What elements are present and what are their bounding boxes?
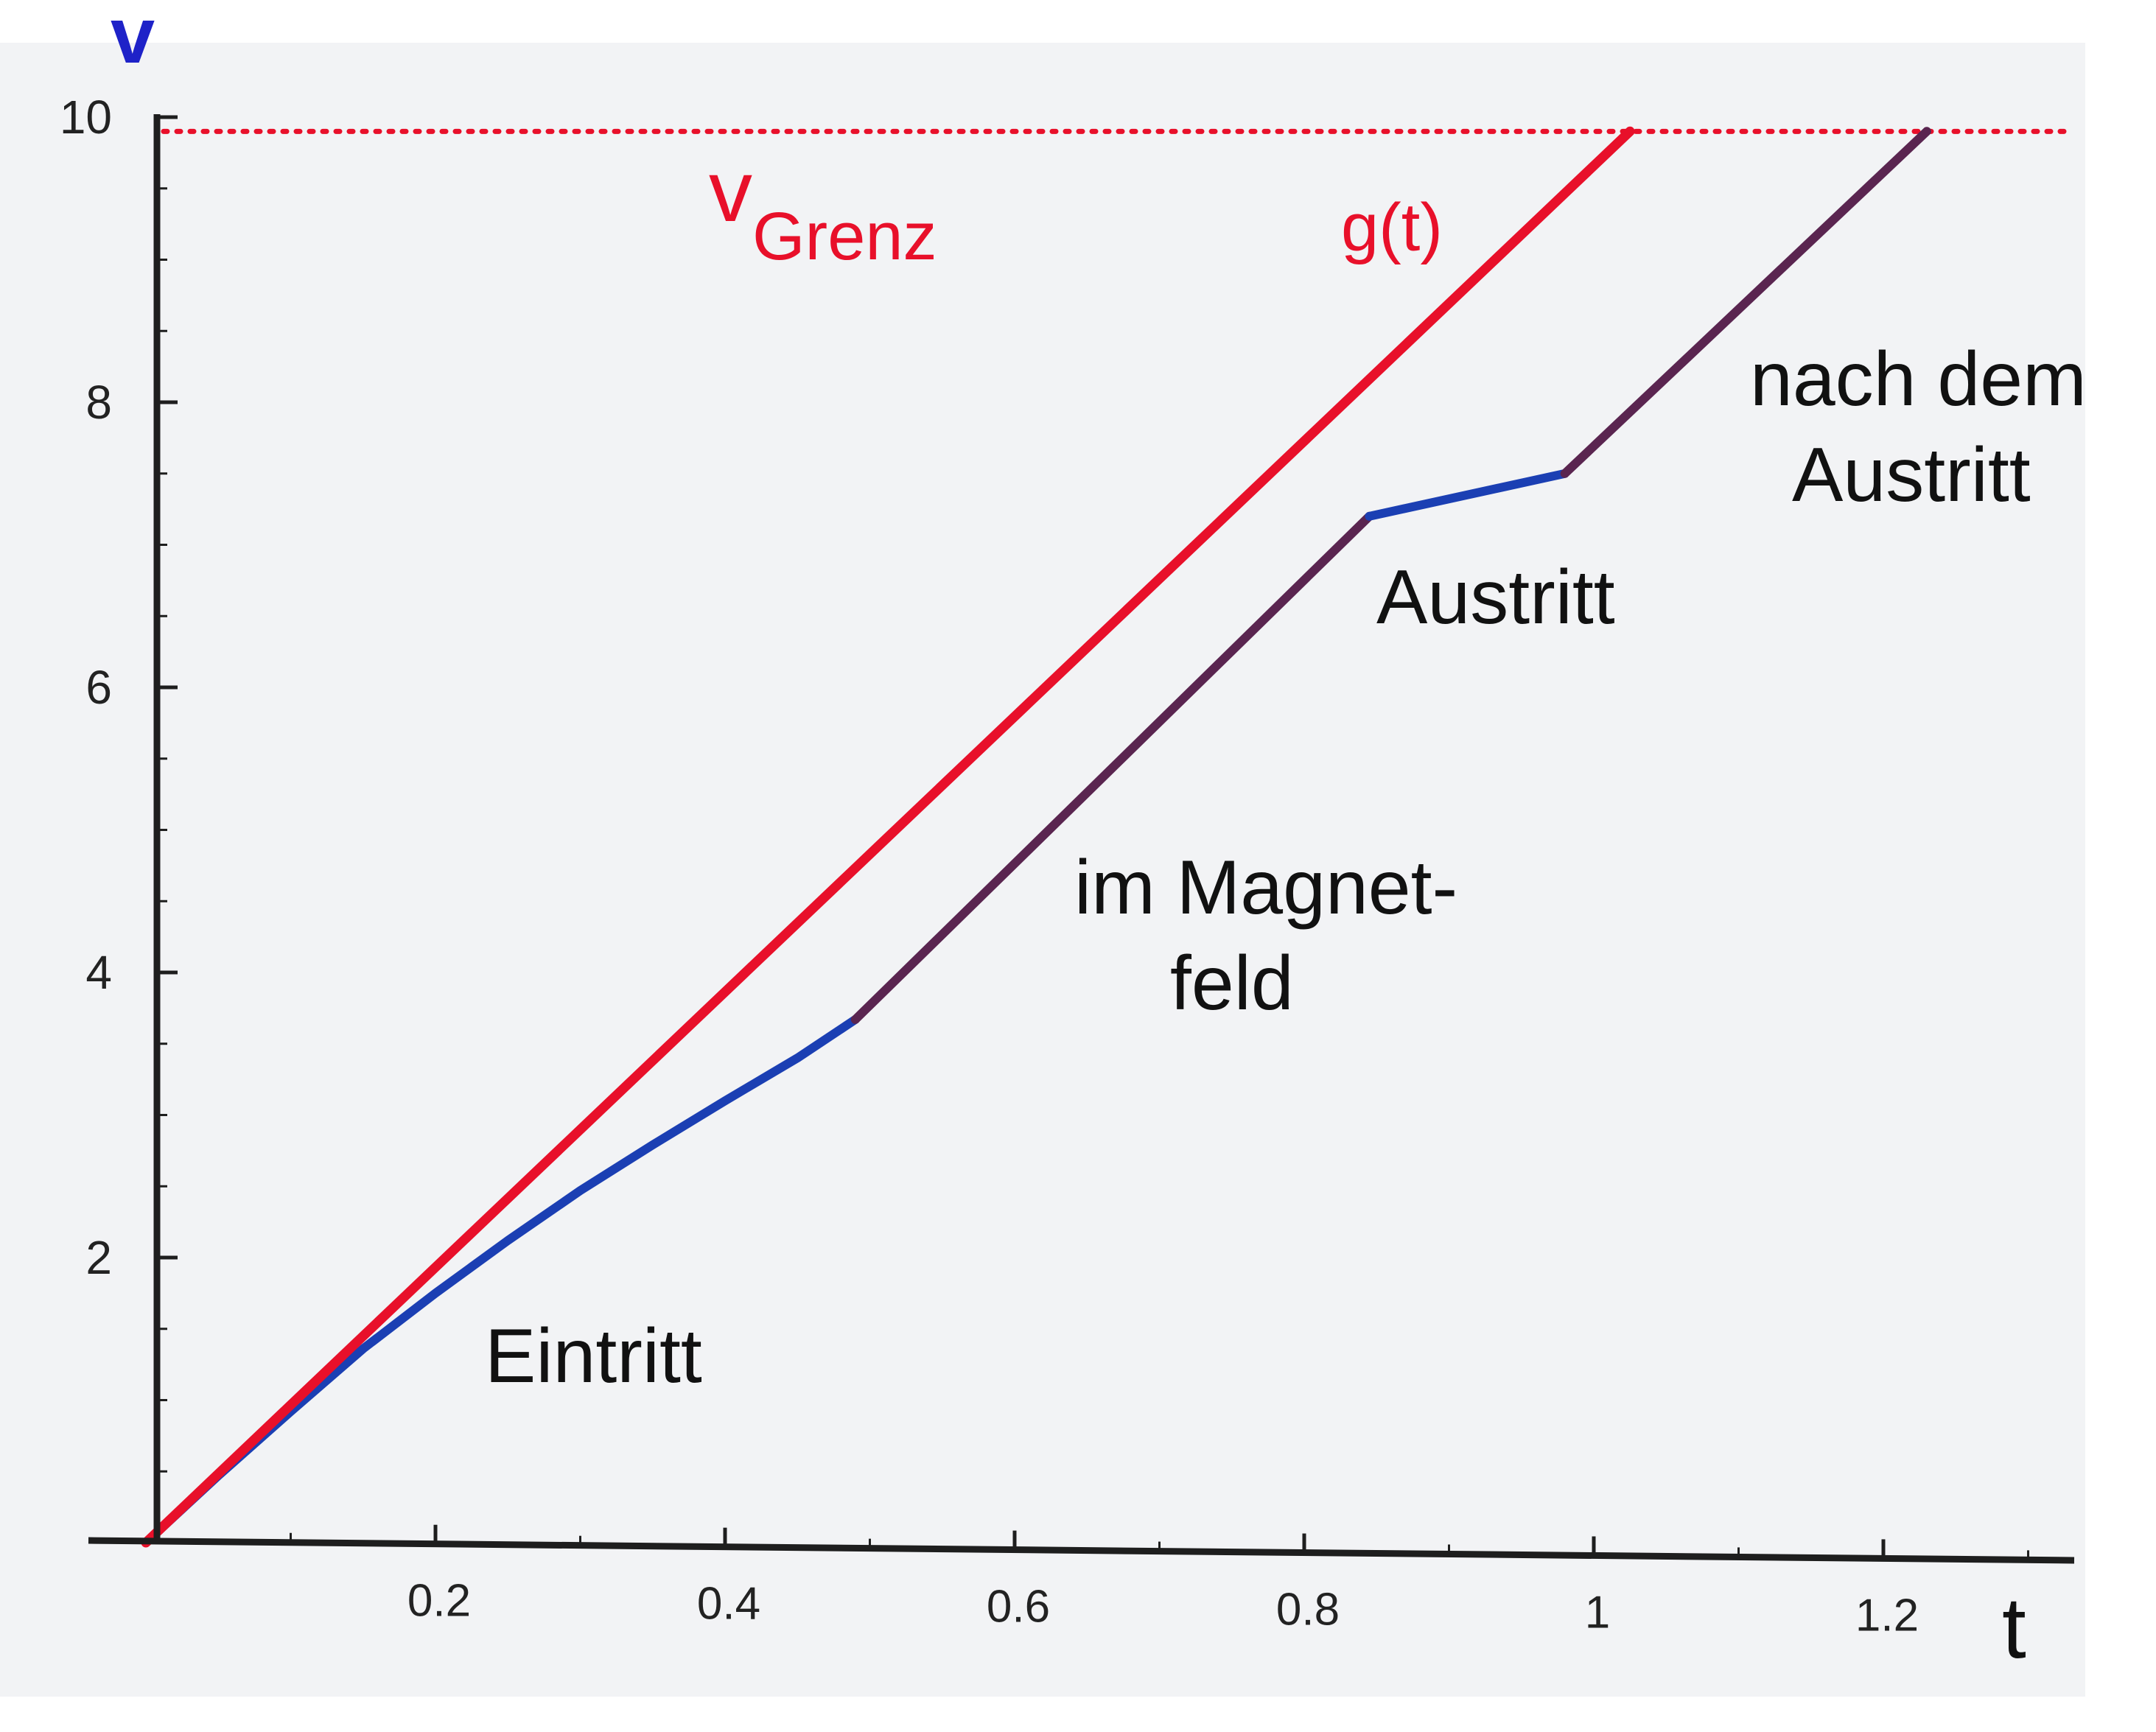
nach-dem-label-line2: Austritt: [1792, 432, 2031, 518]
v-grenz-label: vGrenz: [709, 143, 937, 274]
y-tick-label: 10: [60, 91, 112, 144]
tick-marks: [157, 115, 2029, 1560]
x-tick-label: 1: [1585, 1587, 1610, 1638]
plot-background: [0, 43, 2085, 1697]
magnetfeld-label-line1: im Magnet-: [1074, 845, 1457, 930]
x-tick-label: 0.4: [697, 1579, 760, 1630]
x-tick-label: 0.6: [987, 1582, 1050, 1633]
y-tick-label: 4: [85, 946, 112, 999]
y-axis-label: v: [111, 0, 155, 80]
y-tick-label: 6: [85, 661, 112, 714]
x-tick-label: 1.2: [1855, 1590, 1919, 1641]
y-tick-label: 2: [85, 1231, 112, 1284]
magnetfeld-label-line2: feld: [1170, 941, 1294, 1026]
series-group: [141, 126, 1931, 1548]
x-axis: [88, 1537, 2075, 1564]
austritt-label: Austritt: [1376, 555, 1615, 640]
v-grenz-main: v: [709, 143, 752, 240]
y-tick-label: 8: [85, 376, 112, 429]
velocity-segment-austritt: [1365, 469, 1569, 521]
g-t-line: [141, 126, 1635, 1548]
velocity-segment-im-magnetfeld: [850, 511, 1374, 1024]
x-tick-label: 0.8: [1276, 1585, 1340, 1635]
tick-labels: 2 4 6 8 10 0.2 0.4 0.6 0.8 1 1.2: [60, 91, 1919, 1641]
velocity-segment-nach-dem-austritt: [1560, 127, 1931, 478]
nach-dem-label-line1: nach dem: [1750, 337, 2087, 422]
x-axis-label: t: [2002, 1580, 2026, 1677]
g-t-label: g(t): [1341, 190, 1443, 265]
x-tick-label: 0.2: [407, 1576, 471, 1627]
v-grenz-sub: Grenz: [752, 199, 937, 274]
axes-group: [88, 114, 2075, 1564]
eintritt-label: Eintritt: [485, 1314, 702, 1399]
velocity-segment-eintritt: [141, 1014, 860, 1547]
